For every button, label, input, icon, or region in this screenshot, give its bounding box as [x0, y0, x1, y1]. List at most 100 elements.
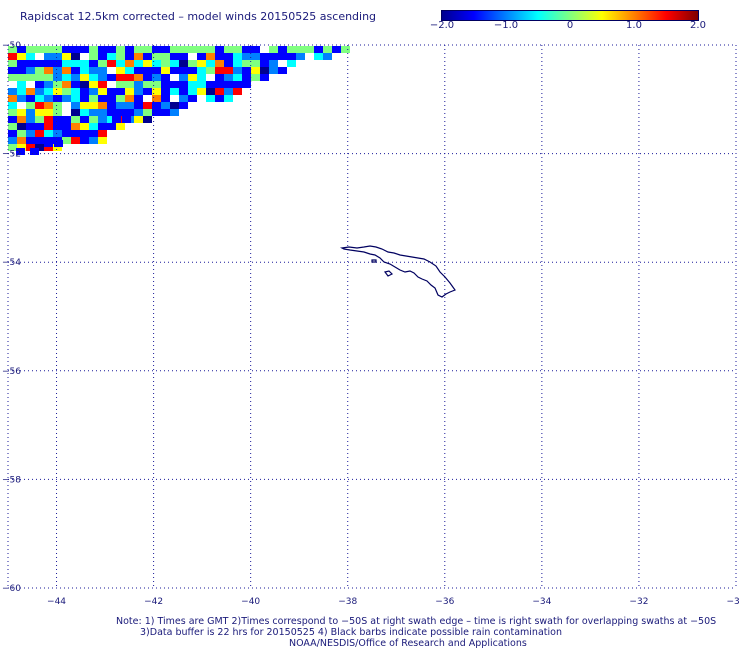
swath-cell — [35, 88, 44, 95]
swath-cell — [143, 81, 152, 88]
swath-cell — [26, 102, 35, 109]
swath-cell — [206, 53, 215, 60]
swath-cell — [17, 60, 26, 67]
swath-cell — [98, 137, 107, 144]
swath-cell — [116, 109, 125, 116]
swath-cell — [179, 67, 188, 74]
swath-cell — [170, 81, 179, 88]
swath-cell — [161, 46, 170, 53]
swath-cell — [242, 46, 251, 53]
swath-cell — [107, 95, 116, 102]
swath-cell — [170, 109, 179, 116]
latitude-tick-labels: −50 −52 −54 −56 −58 −60 — [2, 41, 21, 594]
swath-cell — [152, 53, 161, 60]
swath-cell — [134, 53, 143, 60]
swath-cell — [206, 60, 215, 67]
latitude-tick-label: −54 — [2, 258, 21, 268]
swath-cell — [170, 67, 179, 74]
swath-cell — [251, 60, 260, 67]
swath-cell — [71, 88, 80, 95]
swath-cell — [62, 46, 71, 53]
swath-cell — [35, 130, 44, 137]
swath-cell — [224, 60, 233, 67]
longitude-tick-label: −36 — [435, 597, 454, 607]
swath-cell — [215, 60, 224, 67]
swath-cell — [89, 130, 98, 137]
swath-cell — [125, 109, 134, 116]
swath-cell — [8, 53, 17, 60]
swath-cell — [269, 53, 278, 60]
swath-cell — [17, 53, 26, 60]
swath-cell — [26, 109, 35, 116]
swath-cell — [17, 88, 26, 95]
swath-cell — [143, 116, 152, 123]
swath-cell — [332, 46, 341, 53]
swath-cell — [71, 60, 80, 67]
swath-cell — [98, 60, 107, 67]
swath-cell — [62, 81, 71, 88]
swath-cell — [125, 102, 134, 109]
swath-cell — [242, 53, 251, 60]
swath-cell — [206, 46, 215, 53]
swath-cell — [287, 46, 296, 53]
swath-cell — [179, 60, 188, 67]
swath-cell — [197, 60, 206, 67]
swath-cell — [17, 81, 26, 88]
swath-cell — [35, 74, 44, 81]
swath-cell — [53, 144, 62, 151]
swath-cell — [161, 53, 170, 60]
swath-cell — [107, 116, 116, 123]
swath-cell — [116, 46, 125, 53]
swath-cell — [197, 46, 206, 53]
swath-cell — [71, 123, 80, 130]
swath-cell — [260, 74, 269, 81]
color-scale-tick: 1.0 — [626, 20, 642, 31]
swath-cell — [53, 130, 62, 137]
swath-cell — [314, 53, 323, 60]
swath-cell — [98, 81, 107, 88]
swath-cell — [161, 74, 170, 81]
swath-cell — [179, 81, 188, 88]
swath-cell — [323, 53, 332, 60]
swath-cell — [152, 109, 161, 116]
swath-cell — [8, 116, 17, 123]
swath-cell — [35, 46, 44, 53]
swath-cell — [107, 123, 116, 130]
swath-cell — [143, 88, 152, 95]
swath-cell — [323, 46, 332, 53]
swath-cell — [341, 46, 350, 53]
swath-cell — [44, 81, 53, 88]
swath-cell — [89, 102, 98, 109]
swath-cell — [71, 102, 80, 109]
swath-cell — [8, 123, 17, 130]
swath-cell — [98, 123, 107, 130]
swath-cell — [71, 46, 80, 53]
swath-cell — [26, 130, 35, 137]
color-scale-tick: 2.0 — [690, 20, 706, 31]
swath-cell — [89, 81, 98, 88]
swath-cell — [233, 74, 242, 81]
swath-cell — [98, 116, 107, 123]
wind-difference-swath — [8, 46, 350, 155]
swath-cell — [17, 130, 26, 137]
swath-cell — [170, 60, 179, 67]
swath-cell — [206, 67, 215, 74]
swath-cell — [116, 60, 125, 67]
swath-cell — [206, 88, 215, 95]
swath-cell — [80, 102, 89, 109]
swath-cell — [71, 95, 80, 102]
color-scale-tick: 0 — [566, 20, 574, 31]
swath-cell — [197, 74, 206, 81]
swath-cell — [251, 74, 260, 81]
swath-cell — [134, 116, 143, 123]
swath-cell — [26, 67, 35, 74]
swath-cell — [53, 74, 62, 81]
swath-cell — [161, 109, 170, 116]
swath-cell — [206, 81, 215, 88]
swath-cell — [188, 81, 197, 88]
swath-cell — [107, 74, 116, 81]
swath-cell — [125, 95, 134, 102]
swath-cell — [89, 116, 98, 123]
swath-cell — [125, 81, 134, 88]
swath-cell — [278, 67, 287, 74]
